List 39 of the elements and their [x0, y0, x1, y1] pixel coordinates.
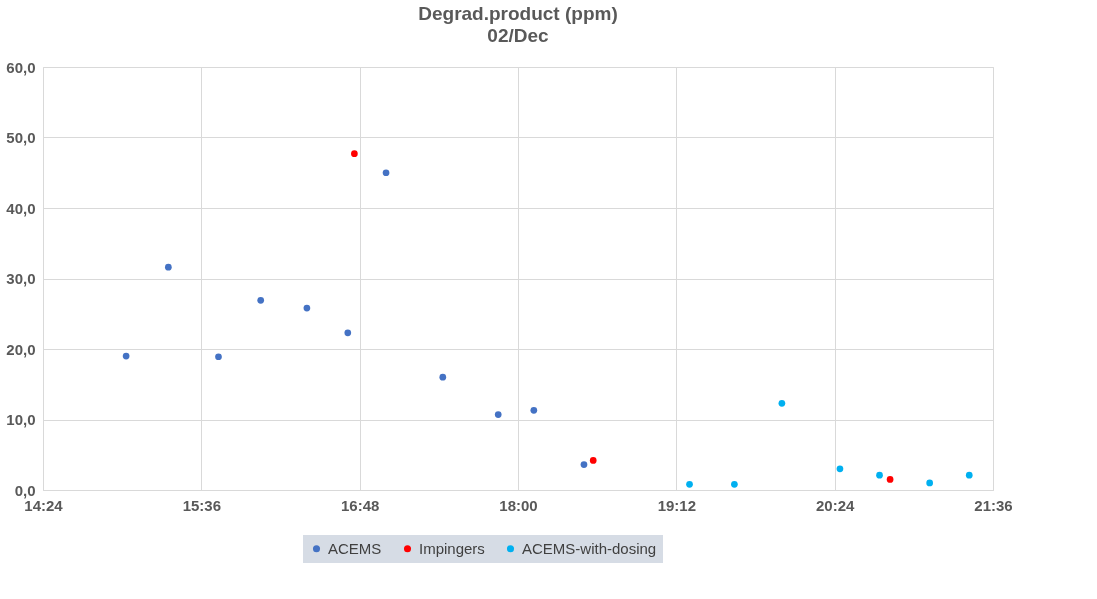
point: [886, 476, 894, 483]
y-tick-label: 0,0: [14, 481, 36, 499]
point: [530, 406, 538, 414]
legend-label: ACEMS: [328, 539, 382, 557]
point: [836, 465, 844, 473]
y-tick-label: 10,0: [6, 411, 36, 428]
point: [686, 481, 693, 488]
point: [589, 457, 597, 464]
x-tick-label: 16:48: [340, 496, 380, 514]
y-tick-label: 60,0: [6, 58, 36, 76]
point: [382, 169, 390, 177]
x-tick-label: 19:12: [657, 496, 697, 514]
point: [778, 399, 786, 407]
y-tick-label: 50,0: [6, 129, 36, 146]
x-tick-label: 15:36: [182, 496, 222, 514]
point: [215, 353, 222, 361]
chart-subtitle: 02/Dec: [487, 25, 550, 46]
chart-title: Degrad.product (ppm): [418, 3, 618, 24]
point: [164, 263, 172, 271]
point: [926, 479, 934, 487]
y-tick-label: 30,0: [6, 270, 36, 287]
point: [876, 471, 883, 479]
point: [494, 411, 502, 418]
point: [965, 471, 973, 479]
legend-label: Impingers: [419, 539, 485, 557]
x-tick-label: 18:00: [499, 496, 538, 514]
point: [731, 481, 738, 488]
point: [344, 329, 352, 337]
point: [257, 297, 265, 304]
legend-label: ACEMS-with-dosing: [522, 539, 657, 557]
x-tick-label: 21:36: [974, 496, 1013, 514]
point: [351, 150, 358, 158]
y-tick-label: 40,0: [6, 199, 36, 217]
point: [439, 373, 447, 381]
x-tick-label: 20:24: [815, 496, 855, 514]
point: [122, 352, 130, 360]
y-tick-label: 20,0: [6, 340, 36, 358]
point: [580, 461, 588, 468]
point: [303, 304, 311, 312]
